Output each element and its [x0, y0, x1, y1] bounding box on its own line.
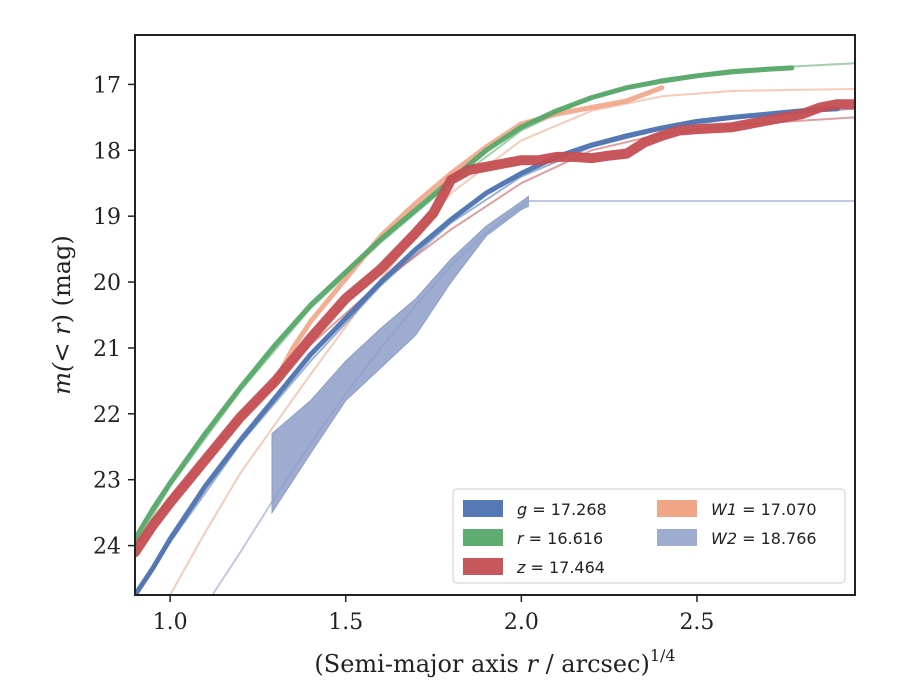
y-tick-label: 19: [93, 205, 121, 230]
x-tick-label: 1.5: [328, 610, 363, 635]
legend-label-r: r = 16.616: [517, 529, 603, 548]
y-tick-label: 17: [93, 73, 121, 98]
series-line-g: [135, 106, 840, 595]
legend-label-g: g = 17.268: [517, 500, 607, 519]
y-tick-label: 22: [93, 403, 121, 428]
legend-swatch-W1: [657, 500, 697, 517]
y-tick-label: 18: [93, 139, 121, 164]
x-tick-label: 1.0: [153, 610, 188, 635]
legend-swatch-z: [463, 558, 503, 575]
x-axis-label-exponent: 1/4: [650, 646, 676, 665]
legend-swatch-r: [463, 529, 503, 546]
legend: g = 17.268 r = 16.616 z = 17.464 W1 = 17.07…: [452, 488, 846, 584]
band-W2: [271, 195, 529, 515]
legend-box: [452, 488, 846, 584]
y-tick-label: 21: [93, 337, 121, 362]
legend-label-z: z = 17.464: [516, 558, 605, 577]
y-axis-label: m(< r) (mag): [48, 235, 76, 395]
y-tick-label: 23: [93, 469, 121, 494]
y-tick-label: 20: [93, 271, 121, 296]
legend-swatch-W2: [657, 529, 697, 546]
legend-label-W1: W1 = 17.070: [711, 500, 817, 519]
x-axis-label: (Semi-major axis r / arcsec)1/4: [314, 646, 675, 678]
x-axis-label-post: / arcsec): [538, 650, 650, 678]
plot-frame: [134, 34, 856, 596]
x-tick-label: 2.0: [504, 610, 539, 635]
y-axis-label-post: ) (mag): [48, 235, 76, 323]
x-tick-label: 2.5: [679, 610, 714, 635]
y-tick-label: 24: [93, 535, 121, 560]
series-line-z: [135, 99, 855, 558]
x-axis-label-pre: (Semi-major axis: [314, 650, 526, 678]
y-axis-label-mid: < r: [48, 322, 76, 363]
series-line-W1: [269, 85, 665, 390]
legend-swatch-g: [463, 500, 503, 517]
y-axis-label-pre: m(: [48, 362, 76, 395]
x-axis-label-var: r: [526, 650, 539, 678]
legend-label-W2: W2 = 18.766: [711, 529, 817, 548]
